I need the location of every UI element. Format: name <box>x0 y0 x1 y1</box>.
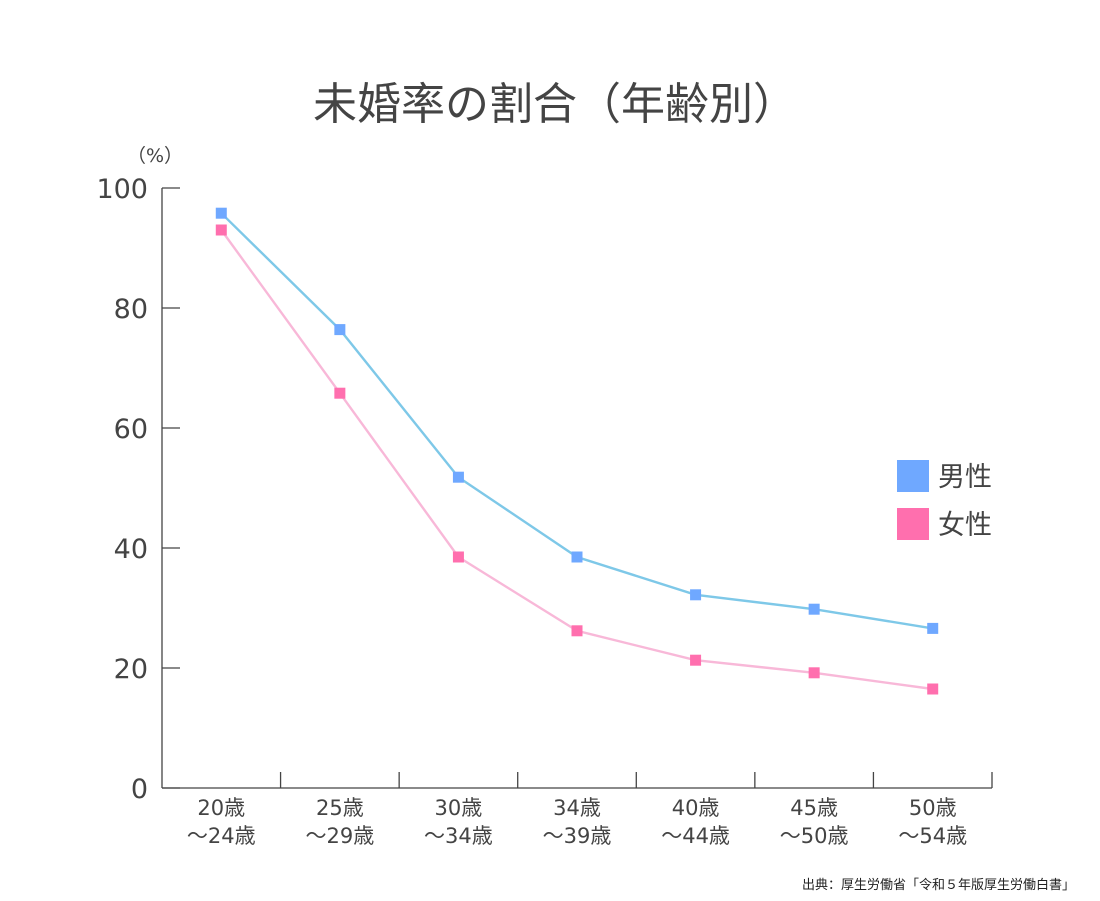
data-point-series-2 <box>690 654 702 666</box>
x-tick-label: 25歳～29歳 <box>305 796 374 848</box>
source-note: 出典：厚生労働省「令和５年版厚生労働白書」 <box>802 877 1075 893</box>
data-point-series-2 <box>215 224 227 236</box>
legend-label: 女性 <box>938 510 992 541</box>
y-axis-unit-label: （%） <box>127 145 183 167</box>
data-point-series-1 <box>215 207 227 219</box>
data-point-series-1 <box>334 324 346 336</box>
x-tick-label: 50歳～54歳 <box>898 796 967 848</box>
data-point-series-1 <box>452 471 464 483</box>
series-lines <box>220 212 933 691</box>
data-point-series-1 <box>808 603 820 615</box>
x-tick-label: 40歳～44歳 <box>661 796 730 848</box>
x-tick-label: 30歳～34歳 <box>424 796 493 848</box>
x-tick-label: 45歳～50歳 <box>780 796 849 848</box>
y-tick-label: 60 <box>114 414 148 445</box>
data-point-series-2 <box>927 683 939 695</box>
axes: 0 20 40 60 80 100 20歳～24歳 25歳～29歳 30歳～34歳 34歳～39歳… <box>96 174 993 848</box>
data-point-series-2 <box>452 551 464 563</box>
y-tick-label: 0 <box>131 774 148 805</box>
data-point-series-2 <box>571 625 583 637</box>
legend-label: 男性 <box>938 462 992 493</box>
legend-swatch <box>897 460 929 492</box>
y-tick-label: 20 <box>114 654 148 685</box>
data-point-series-1 <box>690 589 702 601</box>
data-point-series-2 <box>808 667 820 679</box>
chart-title: 未婚率の割合（年齢別） <box>313 79 797 130</box>
series-line-1 <box>220 212 933 630</box>
y-tick-label: 80 <box>114 294 148 325</box>
legend-swatch <box>897 508 929 540</box>
data-point-series-2 <box>334 387 346 399</box>
series-markers <box>215 207 939 695</box>
x-tick-label: 20歳～24歳 <box>187 796 256 848</box>
x-tick-label: 34歳～39歳 <box>543 796 612 848</box>
data-point-series-1 <box>571 551 583 563</box>
series-line-2 <box>220 229 933 691</box>
y-tick-label: 40 <box>114 534 148 565</box>
data-point-series-1 <box>927 622 939 634</box>
y-tick-label: 100 <box>96 174 148 205</box>
